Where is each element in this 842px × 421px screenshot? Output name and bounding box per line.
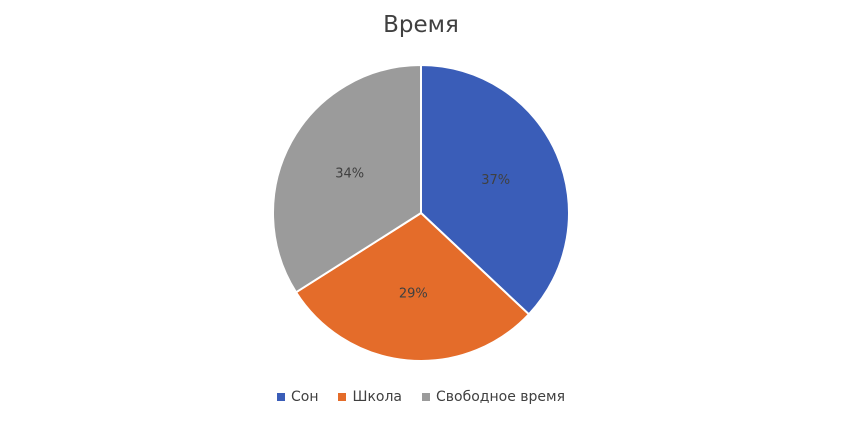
legend-label-free-time: Свободное время — [436, 389, 566, 405]
pie-slice-shkola — [294, 211, 531, 362]
legend-item-free-time: Свободное время — [422, 389, 565, 405]
pie-slice-son — [420, 63, 570, 316]
chart-title: Время — [383, 12, 459, 38]
legend-swatch-son — [276, 393, 285, 401]
legend: Сон Школа Свободное время — [0, 389, 842, 405]
pie-slice-labels: 37% 29% 34% — [335, 166, 510, 301]
pie-label-son: 37% — [481, 173, 510, 188]
pie-slice-free-time — [272, 63, 422, 294]
legend-label-son: Сон — [290, 389, 319, 405]
pie-slices — [272, 63, 570, 362]
legend-item-shkola: Школа — [338, 389, 402, 405]
legend-label-shkola: Школа — [352, 389, 403, 405]
pie-label-shkola: 29% — [399, 287, 428, 302]
legend-swatch-shkola — [338, 393, 347, 401]
legend-swatch-free-time — [422, 393, 431, 401]
pie-label-free-time: 34% — [335, 166, 364, 181]
legend-item-son: Сон — [276, 389, 319, 405]
